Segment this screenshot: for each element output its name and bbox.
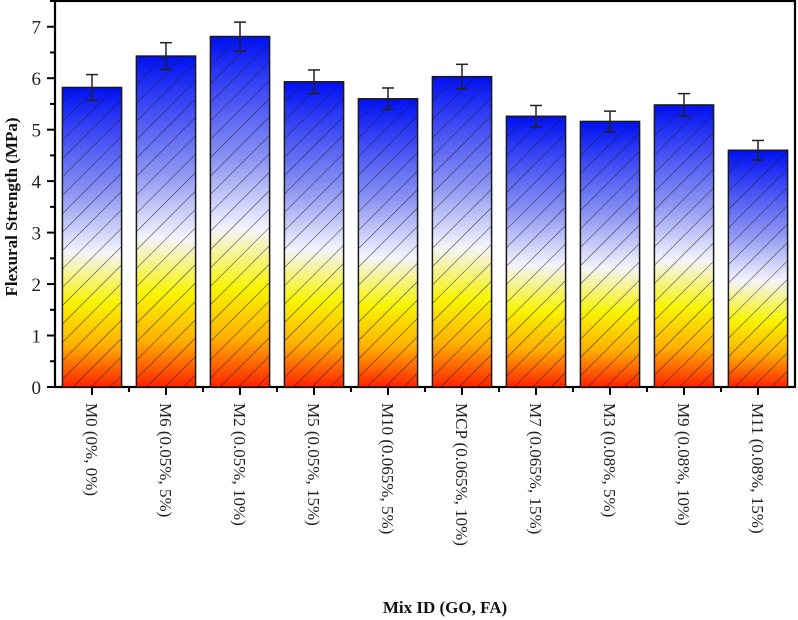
error-bar — [678, 92, 690, 118]
x-tick-label: M6 (0.05%, 5%) — [156, 403, 175, 517]
x-tick-label: M7 (0.065%, 15%) — [526, 403, 545, 534]
x-tick-label: M5 (0.05%, 15%) — [304, 403, 323, 526]
error-bar — [456, 63, 468, 90]
error-bar — [234, 21, 246, 52]
bar — [727, 149, 789, 388]
bar — [357, 98, 419, 388]
x-tick-label: MCP (0.065%, 10%) — [452, 403, 471, 546]
bar — [209, 35, 271, 388]
bars — [61, 35, 789, 388]
y-tick-label: 6 — [32, 69, 42, 90]
bar — [431, 75, 493, 388]
x-tick-label: M0 (0%, 0%) — [82, 403, 101, 496]
y-axis: 0 1 2 3 4 5 6 7 — [32, 0, 55, 399]
error-bars — [86, 21, 764, 161]
x-tick-label: M10 (0.065%, 5%) — [378, 403, 397, 534]
y-tick-label: 4 — [32, 172, 42, 193]
x-axis: M0 (0%, 0%) M6 (0.05%, 5%) M2 (0.05%, 10%)… — [82, 387, 767, 546]
bar — [135, 55, 197, 388]
bar — [505, 115, 567, 388]
bar — [61, 86, 123, 388]
y-tick-label: 5 — [32, 121, 42, 142]
y-tick-label: 1 — [32, 327, 42, 348]
error-bar — [160, 41, 172, 71]
y-tick-label: 2 — [32, 275, 42, 296]
error-bar — [752, 139, 764, 161]
x-tick-label: M9 (0.08%, 10%) — [674, 403, 693, 526]
x-tick-label: M11 (0.08%, 15%) — [748, 403, 767, 534]
error-bar — [382, 87, 394, 111]
x-axis-title: Mix ID (GO, FA) — [383, 598, 507, 617]
bar — [579, 120, 641, 388]
bar — [653, 104, 715, 388]
bar — [283, 81, 345, 388]
error-bar — [308, 69, 320, 95]
error-bar — [86, 73, 98, 102]
y-tick-label: 0 — [32, 378, 42, 399]
x-tick-label: M3 (0.08%, 5%) — [600, 403, 619, 517]
y-axis-title: Flexural Strength (MPa) — [2, 117, 21, 296]
x-tick-label: M2 (0.05%, 10%) — [230, 403, 249, 526]
error-bar — [604, 110, 616, 133]
error-bar — [530, 104, 542, 128]
y-tick-label: 7 — [32, 18, 42, 39]
y-tick-label: 3 — [32, 224, 42, 245]
